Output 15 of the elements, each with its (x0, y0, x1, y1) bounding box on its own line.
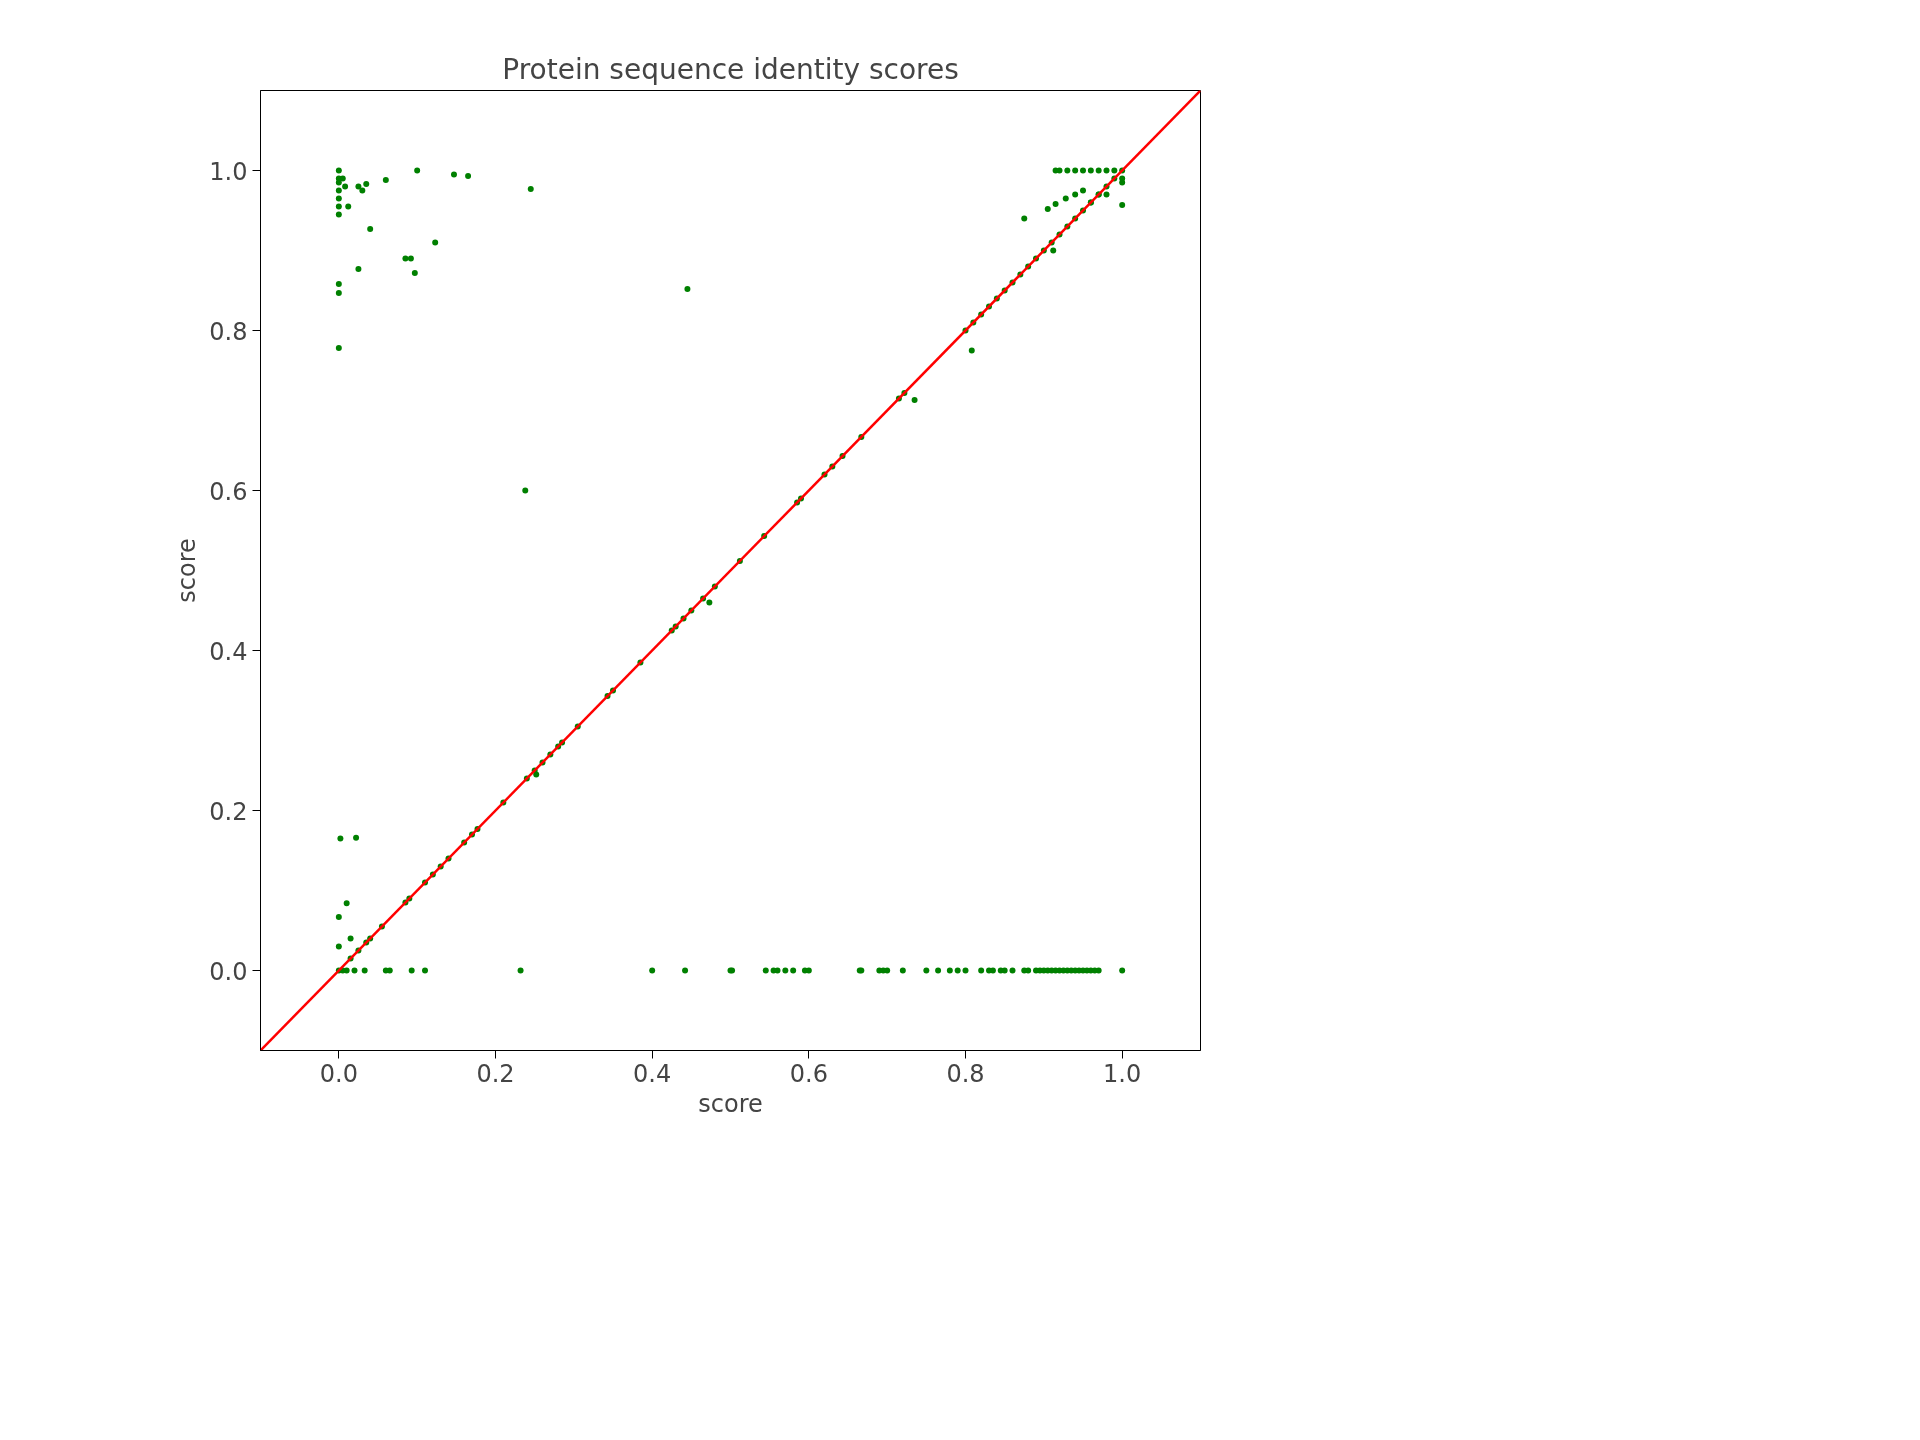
x-tick-label: 0.2 (476, 1059, 515, 1088)
y-tick-label: 0.0 (209, 957, 248, 986)
x-axis-title: score (698, 1089, 763, 1118)
y-tick-label: 0.8 (209, 317, 248, 346)
y-tick-label: 0.2 (209, 797, 248, 826)
y-tick-label: 1.0 (209, 157, 248, 186)
y-tick-label: 0.6 (209, 477, 248, 506)
x-tick-label: 0.0 (319, 1059, 358, 1088)
y-axis-title: score (173, 538, 202, 603)
x-tick-label: 0.4 (633, 1059, 672, 1088)
x-tick-label: 0.8 (946, 1059, 985, 1088)
chart-title: Protein sequence identity scores (502, 52, 959, 86)
y-tick-label: 0.4 (209, 637, 248, 666)
x-tick-label: 1.0 (1103, 1059, 1142, 1088)
x-tick-label: 0.6 (789, 1059, 828, 1088)
